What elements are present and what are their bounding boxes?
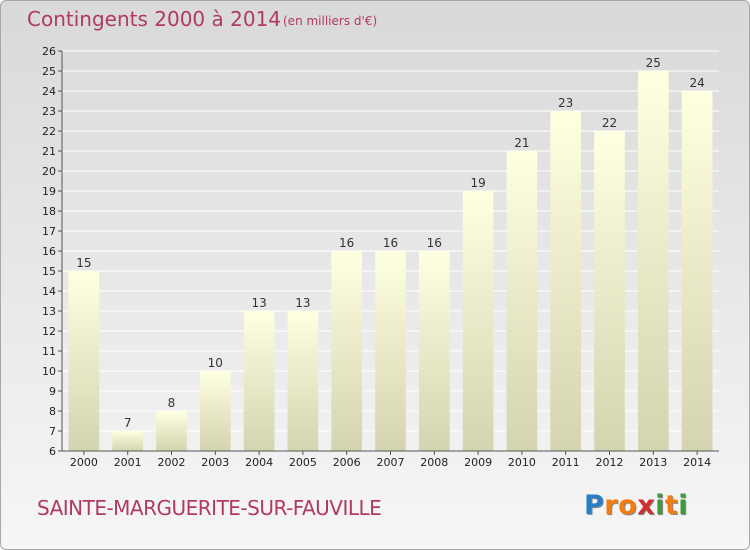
x-tick-label-2000: 2000 <box>70 456 98 469</box>
bar-2011 <box>550 111 582 451</box>
value-label-2010: 21 <box>514 136 529 150</box>
y-tick-label: 10 <box>42 365 56 378</box>
y-tick-label: 7 <box>49 425 56 438</box>
value-label-2007: 16 <box>383 236 398 250</box>
x-tick-label-2008: 2008 <box>420 456 448 469</box>
value-label-2014: 24 <box>689 76 704 90</box>
logo-letter: o <box>618 490 638 521</box>
y-tick-label: 6 <box>49 445 56 458</box>
bar-2009 <box>462 191 494 451</box>
logo-letter: r <box>604 490 619 521</box>
value-label-2008: 16 <box>427 236 442 250</box>
bar-2004 <box>243 311 275 451</box>
bar-2006 <box>331 251 363 451</box>
y-tick-label: 17 <box>42 225 56 238</box>
chart-subtitle: (en milliers d'€) <box>283 14 378 28</box>
x-tick-label-2002: 2002 <box>158 456 186 469</box>
y-tick-label: 19 <box>42 185 56 198</box>
x-tick-label-2003: 2003 <box>201 456 229 469</box>
axes: 6 7 8 9 10 11 12 13 14 15 16 17 18 19 20 21 22 23 24 25 26 20… <box>42 45 719 469</box>
value-label-2002: 8 <box>168 396 176 410</box>
y-tick-label: 20 <box>42 165 56 178</box>
y-tick-label: 23 <box>42 105 56 118</box>
y-tick-label: 14 <box>42 285 56 298</box>
bar-2012 <box>594 131 625 451</box>
commune-name: SAINTE-MARGUERITE-SUR-FAUVILLE <box>37 496 382 520</box>
x-tick-label-2014: 2014 <box>683 456 711 469</box>
bar-2010 <box>506 151 538 451</box>
y-tick-label: 11 <box>42 345 56 358</box>
proxiti-logo: Proxiti <box>584 490 688 521</box>
value-label-2013: 25 <box>646 56 661 70</box>
bar-2013 <box>637 71 669 451</box>
bar-2014 <box>681 91 713 451</box>
x-tick-label-2005: 2005 <box>289 456 317 469</box>
y-tick-label: 22 <box>42 125 56 138</box>
x-tick-label-2007: 2007 <box>377 456 405 469</box>
y-tick-label: 15 <box>42 265 56 278</box>
x-tick-label-2004: 2004 <box>245 456 273 469</box>
x-tick-label-2006: 2006 <box>333 456 361 469</box>
x-tick-label-2001: 2001 <box>114 456 142 469</box>
bar-2008 <box>418 251 450 451</box>
value-label-2003: 10 <box>208 356 223 370</box>
bar-2000 <box>68 271 100 451</box>
y-tick-label: 13 <box>42 305 56 318</box>
bar-2002 <box>156 411 187 451</box>
value-label-2001: 7 <box>124 416 132 430</box>
x-tick-label-2012: 2012 <box>596 456 624 469</box>
y-tick-label: 25 <box>42 65 56 78</box>
y-tick-label: 12 <box>42 325 56 338</box>
value-label-2011: 23 <box>558 96 573 110</box>
value-label-2005: 13 <box>295 296 310 310</box>
bars: 15 7 8 10 13 13 16 16 16 19 21 23 22 25 24 <box>68 56 713 451</box>
y-tick-label: 26 <box>42 45 56 58</box>
y-tick-label: 18 <box>42 205 56 218</box>
logo-letter: t <box>664 490 679 521</box>
x-tick-label-2011: 2011 <box>552 456 580 469</box>
y-tick-label: 8 <box>49 405 56 418</box>
logo-letter: i <box>678 490 689 521</box>
logo-letter: x <box>637 490 656 521</box>
chart-title: Contingents 2000 à 2014 <box>27 7 282 31</box>
value-label-2004: 13 <box>251 296 266 310</box>
x-tick-label-2010: 2010 <box>508 456 536 469</box>
bar-2005 <box>287 311 319 451</box>
y-tick-label: 24 <box>42 85 56 98</box>
value-label-2000: 15 <box>76 256 91 270</box>
value-label-2006: 16 <box>339 236 354 250</box>
bar-2001 <box>112 431 144 451</box>
x-tick-label-2009: 2009 <box>464 456 492 469</box>
value-label-2012: 22 <box>602 116 617 130</box>
y-tick-label: 16 <box>42 245 56 258</box>
value-label-2009: 19 <box>470 176 485 190</box>
logo-letter: i <box>655 490 665 521</box>
bar-2007 <box>375 251 406 451</box>
y-tick-label: 9 <box>49 385 56 398</box>
logo-letter: P <box>584 490 605 521</box>
bar-2003 <box>199 371 231 451</box>
x-tick-label-2013: 2013 <box>639 456 667 469</box>
y-tick-label: 21 <box>42 145 56 158</box>
